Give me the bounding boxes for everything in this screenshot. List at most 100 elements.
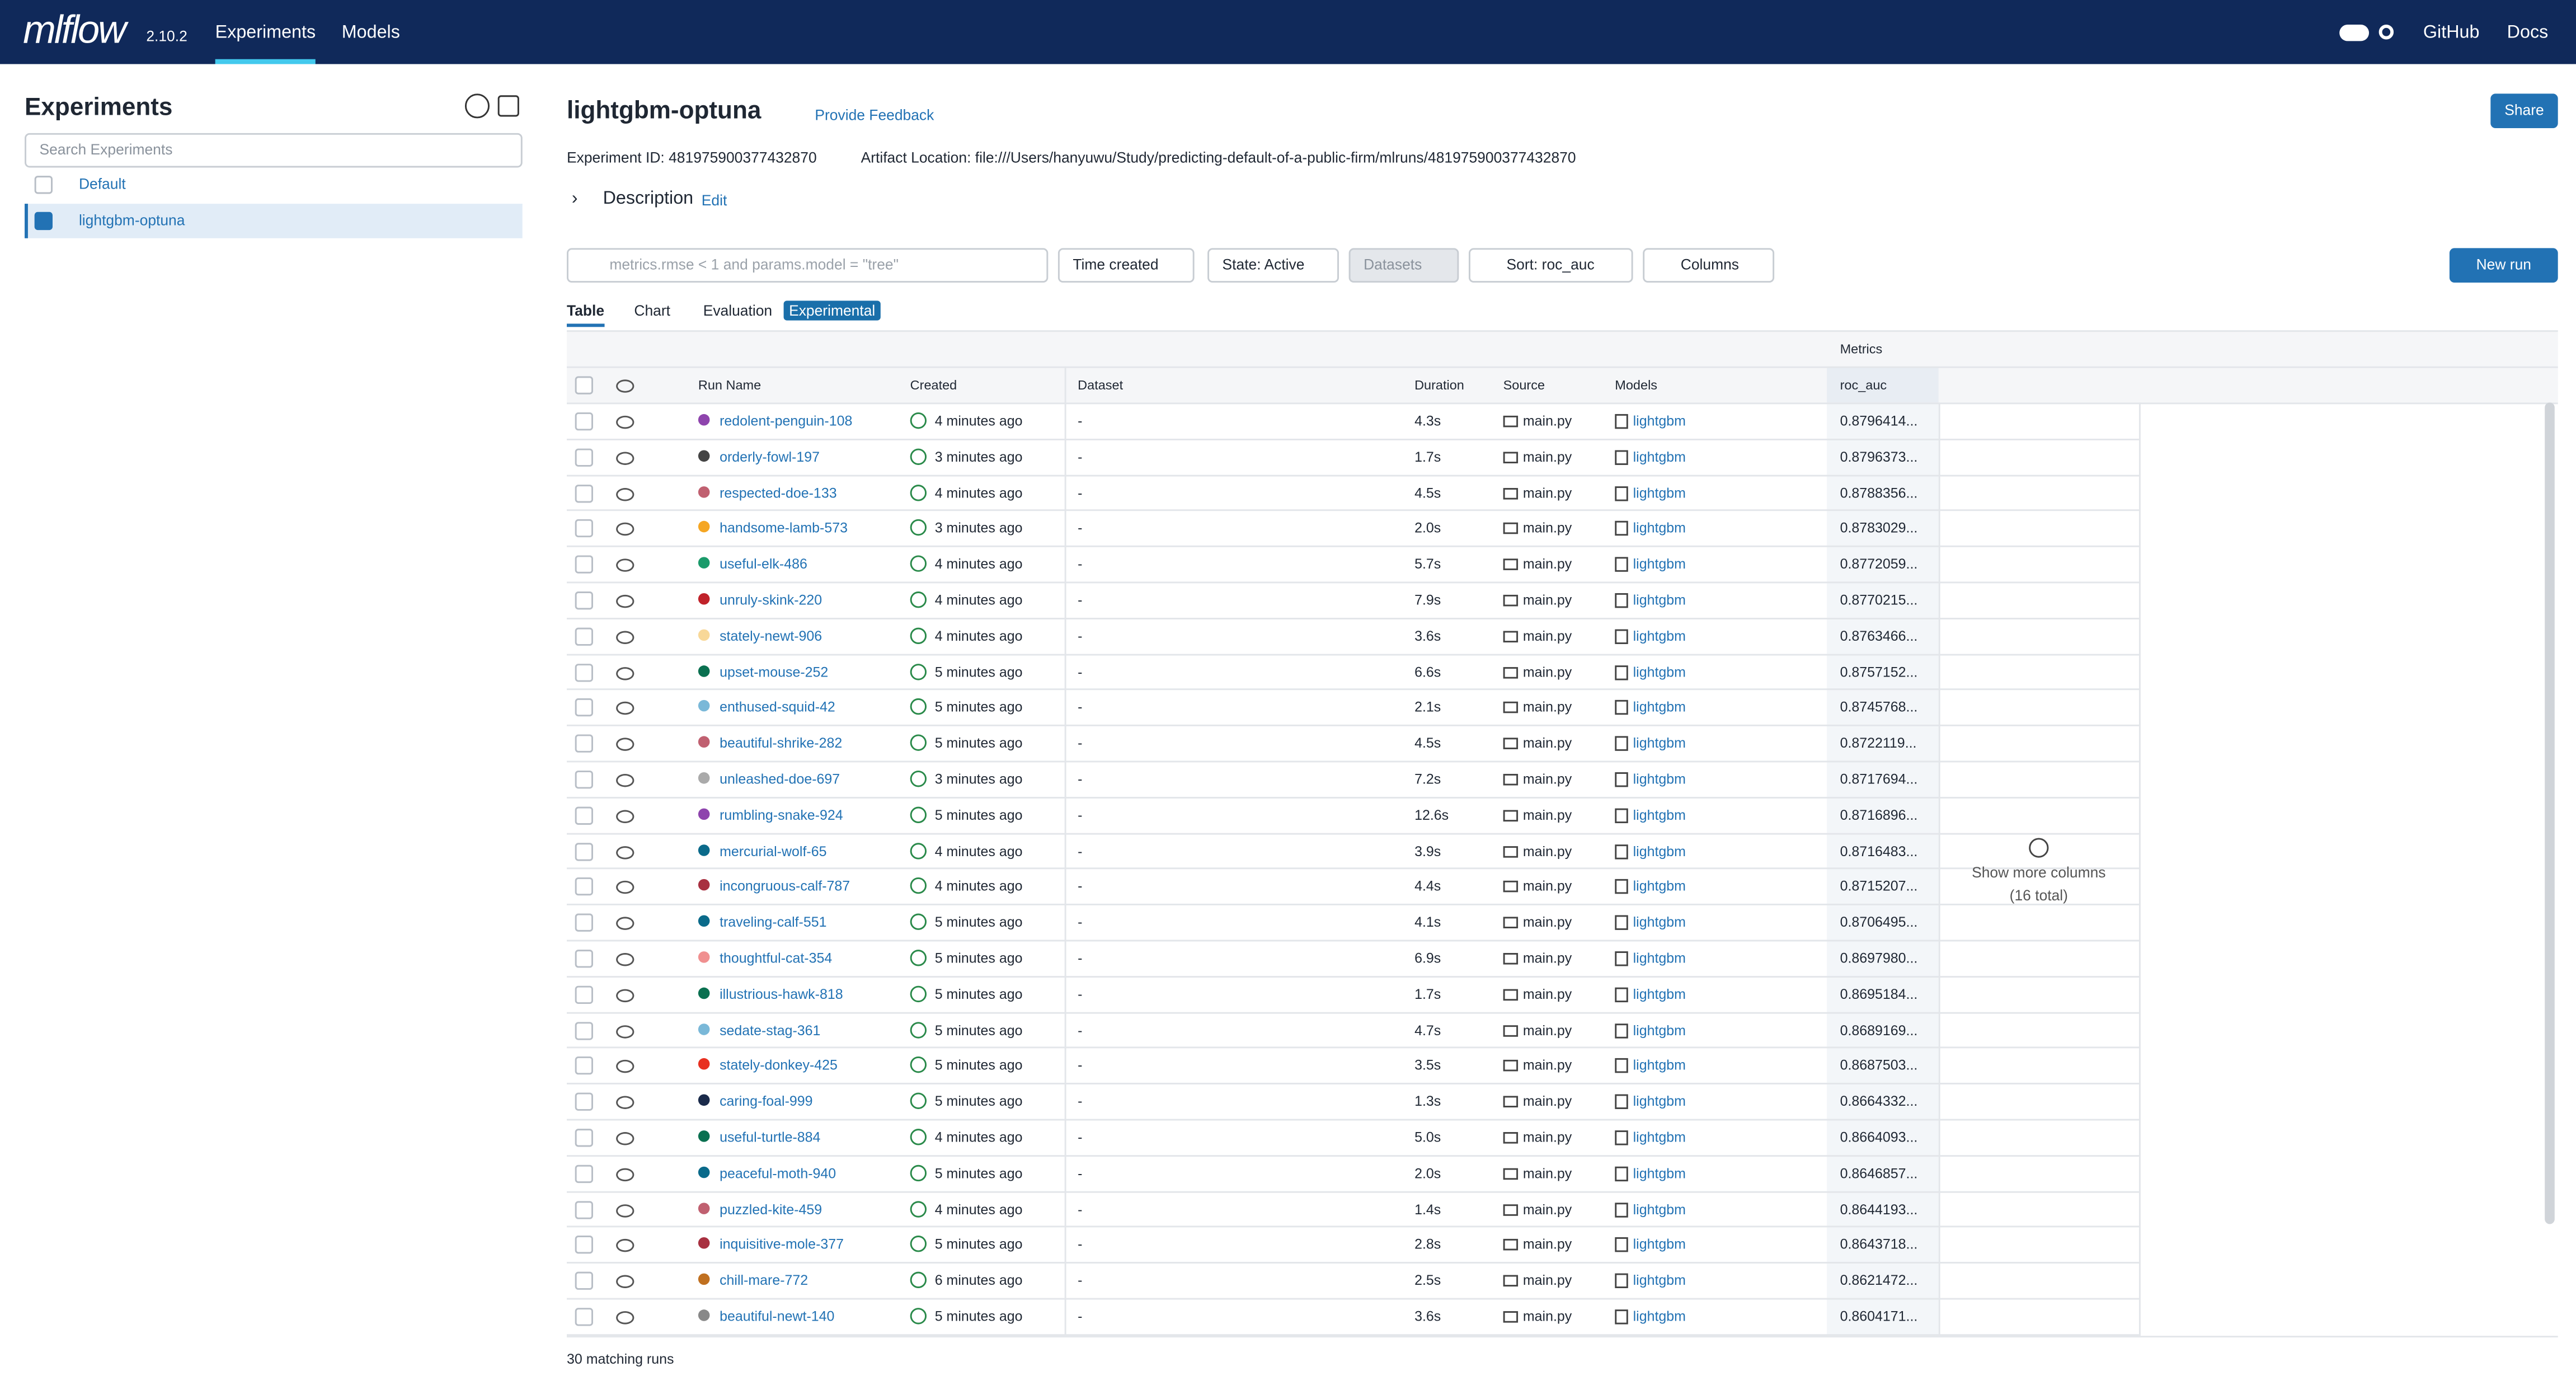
new-run-button[interactable]: New run: [2449, 248, 2558, 283]
run-name[interactable]: redolent-penguin-108: [720, 412, 853, 429]
eye-icon[interactable]: [616, 845, 634, 859]
filter-button[interactable]: State: Active: [1207, 248, 1339, 283]
eye-icon[interactable]: [616, 881, 634, 895]
checkbox[interactable]: [575, 771, 593, 789]
run-name[interactable]: thoughtful-cat-354: [720, 950, 833, 966]
run-name[interactable]: rumbling-snake-924: [720, 806, 843, 823]
model[interactable]: lightgbm: [1633, 448, 1686, 465]
eye-icon[interactable]: [616, 917, 634, 931]
model[interactable]: lightgbm: [1633, 1164, 1686, 1181]
checkbox[interactable]: [34, 176, 53, 194]
share-button[interactable]: Share: [2490, 93, 2558, 129]
eye-icon[interactable]: [616, 1239, 634, 1253]
model[interactable]: lightgbm: [1633, 699, 1686, 716]
checkbox[interactable]: [575, 1200, 593, 1219]
model[interactable]: lightgbm: [1633, 842, 1686, 859]
model[interactable]: lightgbm: [1633, 771, 1686, 787]
eye-icon[interactable]: [616, 1060, 634, 1074]
model[interactable]: lightgbm: [1633, 950, 1686, 966]
checkbox[interactable]: [575, 1021, 593, 1040]
model[interactable]: lightgbm: [1633, 878, 1686, 895]
tab[interactable]: Chart: [634, 302, 671, 319]
checkbox[interactable]: [575, 806, 593, 825]
chevron[interactable]: ›: [571, 189, 578, 209]
show-more[interactable]: Show more columns: [1972, 864, 2106, 881]
eye-icon[interactable]: [616, 989, 634, 1002]
checkbox[interactable]: [575, 842, 593, 861]
eye-icon[interactable]: [616, 558, 634, 572]
experiment-item[interactable]: Default: [78, 176, 126, 192]
run-name[interactable]: useful-turtle-884: [720, 1129, 821, 1145]
run-name[interactable]: stately-donkey-425: [720, 1057, 838, 1074]
eye-icon[interactable]: [616, 451, 634, 465]
eye-icon[interactable]: [616, 1132, 634, 1145]
run-name[interactable]: incongruous-calf-787: [720, 878, 850, 895]
run-name[interactable]: upset-mouse-252: [720, 663, 829, 680]
model[interactable]: lightgbm: [1633, 1308, 1686, 1325]
eye-icon[interactable]: [616, 1168, 634, 1181]
eye-icon[interactable]: [616, 953, 634, 966]
column-header[interactable]: Run Name: [698, 378, 761, 393]
run-name[interactable]: sedate-stag-361: [720, 1021, 821, 1038]
eye-icon[interactable]: [616, 1204, 634, 1217]
model[interactable]: lightgbm: [1633, 483, 1686, 501]
theme-toggle[interactable]: [2339, 25, 2370, 41]
checkbox[interactable]: [34, 212, 53, 231]
nav-link[interactable]: Experiments: [215, 23, 316, 43]
column-header[interactable]: roc_auc: [1840, 378, 1887, 393]
experiment-item[interactable]: lightgbm-optuna: [78, 212, 185, 229]
checkbox[interactable]: [575, 878, 593, 896]
experiment-search[interactable]: Search Experiments: [25, 133, 523, 168]
model[interactable]: lightgbm: [1633, 1021, 1686, 1038]
eye-icon[interactable]: [616, 702, 634, 716]
model[interactable]: lightgbm: [1633, 985, 1686, 1002]
filter-button[interactable]: Sort: roc_auc: [1468, 248, 1633, 283]
run-name[interactable]: respected-doe-133: [720, 483, 837, 501]
checkbox[interactable]: [575, 519, 593, 538]
model[interactable]: lightgbm: [1633, 627, 1686, 644]
model[interactable]: lightgbm: [1633, 1057, 1686, 1074]
eye-icon[interactable]: [616, 487, 634, 501]
checkbox[interactable]: [575, 1129, 593, 1147]
checkbox[interactable]: [575, 1164, 593, 1183]
column-header[interactable]: Created: [910, 378, 957, 393]
model[interactable]: lightgbm: [1633, 1129, 1686, 1145]
eye-icon[interactable]: [616, 523, 634, 537]
run-name[interactable]: enthused-squid-42: [720, 699, 835, 716]
eye-icon[interactable]: [616, 1311, 634, 1325]
checkbox[interactable]: [575, 483, 593, 503]
model[interactable]: lightgbm: [1633, 806, 1686, 823]
run-name[interactable]: useful-elk-486: [720, 555, 807, 572]
edit-link[interactable]: Edit: [701, 192, 727, 209]
plus-icon[interactable]: [2029, 838, 2049, 858]
checkbox[interactable]: [575, 1093, 593, 1111]
add-experiment[interactable]: [464, 93, 490, 119]
tab[interactable]: Table: [566, 302, 605, 319]
run-name[interactable]: beautiful-shrike-282: [720, 735, 843, 752]
checkbox[interactable]: [575, 412, 593, 431]
description[interactable]: Description: [603, 189, 694, 209]
run-name[interactable]: unruly-skink-220: [720, 591, 822, 608]
eye-icon[interactable]: [616, 415, 634, 429]
run-name[interactable]: inquisitive-mole-377: [720, 1236, 844, 1253]
logo[interactable]: mlflow: [23, 8, 126, 53]
eye-icon[interactable]: [616, 1096, 634, 1110]
eye-icon[interactable]: [616, 1025, 634, 1038]
model[interactable]: lightgbm: [1633, 1236, 1686, 1253]
eye-icon[interactable]: [616, 809, 634, 823]
run-name[interactable]: caring-foal-999: [720, 1093, 813, 1110]
eye-icon[interactable]: [616, 773, 634, 787]
model[interactable]: lightgbm: [1633, 1272, 1686, 1289]
run-name[interactable]: orderly-fowl-197: [720, 448, 820, 465]
nav-link[interactable]: GitHub: [2423, 23, 2480, 43]
feedback-link[interactable]: Provide Feedback: [815, 106, 934, 124]
eye-icon[interactable]: [616, 738, 634, 752]
checkbox[interactable]: [575, 914, 593, 932]
collapse-sidebar[interactable]: [497, 95, 519, 117]
run-name[interactable]: mercurial-wolf-65: [720, 842, 827, 859]
run-name[interactable]: puzzled-kite-459: [720, 1200, 822, 1217]
run-name[interactable]: handsome-lamb-573: [720, 519, 848, 537]
run-name[interactable]: peaceful-moth-940: [720, 1164, 836, 1181]
eye-icon[interactable]: [616, 1275, 634, 1289]
run-name[interactable]: illustrious-hawk-818: [720, 985, 843, 1002]
